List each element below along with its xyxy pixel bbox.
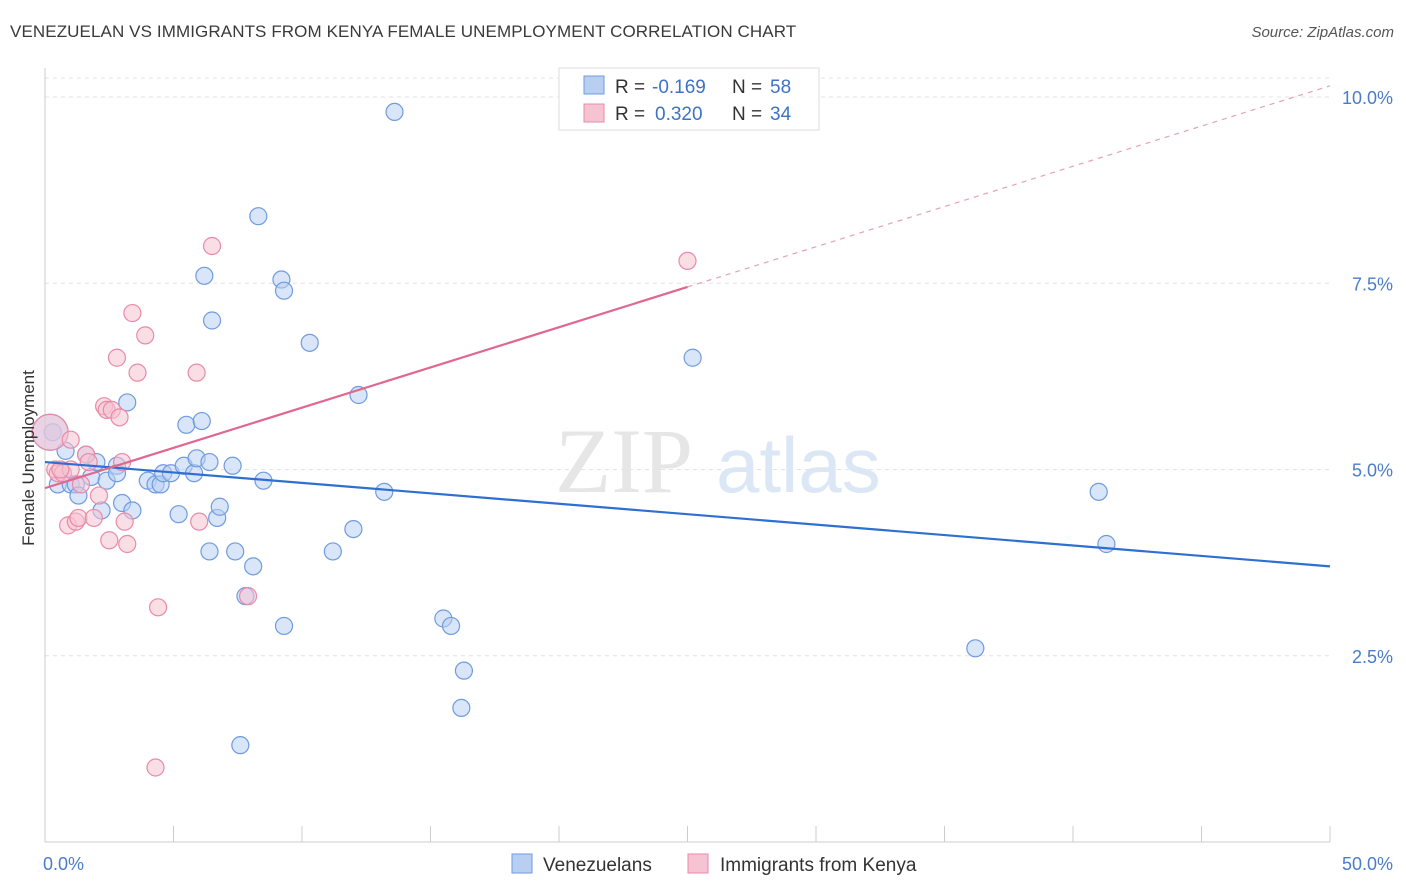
venezuelans-point-43 — [300, 333, 319, 352]
x-tick-label-1: 50.0% — [1342, 854, 1393, 874]
kenya-trend-line — [44, 285, 688, 490]
y-tick-label-1: 5.0% — [1352, 461, 1393, 481]
kenya-point-32 — [678, 251, 697, 270]
venezuelans-point-28 — [200, 452, 219, 472]
kenya-point-25 — [148, 598, 168, 617]
venezuelans-point-48 — [385, 102, 404, 122]
kenya-trend-extension — [687, 85, 1331, 288]
y-axis-label: Female Unemployment — [19, 370, 38, 546]
legend-swatch-venezuelans — [583, 75, 605, 95]
venezuelans-point-21 — [169, 505, 188, 524]
venezuelans-point-44 — [323, 542, 342, 561]
venezuelans-point-53 — [683, 348, 702, 367]
y-tick-label-2: 7.5% — [1352, 274, 1393, 294]
venezuelans-point-37 — [244, 557, 263, 576]
venezuelans-point-41 — [274, 616, 294, 636]
kenya-point-16 — [107, 348, 127, 367]
venezuelans-point-23 — [177, 415, 196, 434]
watermark-zip: ZIP — [555, 410, 693, 512]
venezuelans-point-54 — [966, 639, 985, 658]
kenya-point-10 — [79, 452, 98, 472]
x-tick-labels: 0.0% 50.0% — [43, 854, 1393, 874]
watermark: ZIP atlas — [555, 410, 881, 512]
legend-n-label-2: N = — [732, 104, 762, 125]
venezuelans-point-50 — [441, 616, 461, 636]
legend-r-label-2: R = — [615, 104, 645, 125]
legend: R = -0.169 N = 58 R = 0.320 N = 34 — [558, 67, 820, 131]
kenya-point-33 — [51, 460, 70, 479]
kenya-point-27 — [190, 512, 209, 531]
series-legend: Venezuelans Immigrants from Kenya — [511, 853, 917, 876]
kenya-point-21 — [123, 303, 142, 323]
series-legend-swatch-kenya — [687, 853, 709, 874]
y-tick-label-0: 2.5% — [1352, 647, 1393, 667]
venezuelans-point-26 — [192, 411, 211, 431]
venezuelans-point-56 — [1097, 534, 1116, 554]
axes — [44, 68, 1331, 843]
venezuelans-point-29 — [200, 542, 219, 561]
series-legend-swatch-venezuelans — [511, 853, 533, 874]
kenya-point-5 — [61, 430, 80, 449]
chart-source: Source: ZipAtlas.com — [1251, 24, 1394, 41]
kenya-point-23 — [136, 326, 155, 345]
legend-n-value-1: 58 — [770, 77, 791, 98]
kenya-point-29 — [238, 587, 258, 606]
y-tick-labels: 2.5% 5.0% 7.5% 10.0% — [1342, 88, 1393, 667]
kenya-point-17 — [110, 408, 129, 427]
venezuelans-point-35 — [231, 736, 250, 755]
venezuelans-trend-line — [44, 460, 1331, 568]
legend-swatch-kenya — [583, 103, 605, 123]
kenya-point-30 — [100, 531, 119, 550]
venezuelans-point-34 — [226, 542, 245, 561]
kenya-point-28 — [202, 236, 222, 256]
venezuelans-point-27 — [195, 266, 214, 285]
kenya-point-11 — [84, 508, 103, 528]
legend-r-value-1: -0.169 — [652, 77, 706, 98]
y-tick-label-3: 10.0% — [1342, 88, 1393, 108]
venezuelans-point-47 — [375, 482, 394, 501]
kenya-point-19 — [115, 512, 134, 531]
kenya-point-12 — [89, 486, 109, 505]
chart-title: VENEZUELAN VS IMMIGRANTS FROM KENYA FEMA… — [10, 22, 797, 41]
legend-n-label-1: N = — [732, 77, 762, 98]
kenya-point-24 — [146, 758, 165, 777]
venezuelans-point-14 — [118, 393, 137, 412]
legend-r-label-1: R = — [615, 77, 645, 98]
data-points — [31, 102, 1116, 777]
kenya-point-22 — [128, 363, 147, 382]
venezuelans-point-30 — [202, 311, 222, 330]
series-legend-venezuelans: Venezuelans — [543, 855, 652, 876]
venezuelans-point-52 — [454, 661, 474, 680]
grid-lines — [45, 77, 1330, 657]
venezuelans-point-32 — [210, 497, 229, 516]
venezuelans-point-45 — [344, 519, 363, 539]
venezuelans-point-51 — [452, 698, 471, 718]
venezuelans-point-42 — [274, 281, 294, 300]
venezuelans-point-33 — [223, 456, 242, 475]
legend-r-value-2: 0.320 — [655, 104, 703, 125]
series-legend-kenya: Immigrants from Kenya — [720, 855, 917, 876]
venezuelans-point-38 — [249, 207, 268, 226]
venezuelans-point-55 — [1089, 482, 1108, 501]
kenya-point-26 — [187, 363, 206, 382]
legend-n-value-2: 34 — [770, 104, 792, 125]
trend-lines — [44, 85, 1331, 568]
x-tick-label-0: 0.0% — [43, 854, 84, 874]
kenya-point-7 — [69, 508, 88, 528]
watermark-atlas: atlas — [716, 421, 881, 509]
kenya-point-20 — [118, 534, 137, 554]
